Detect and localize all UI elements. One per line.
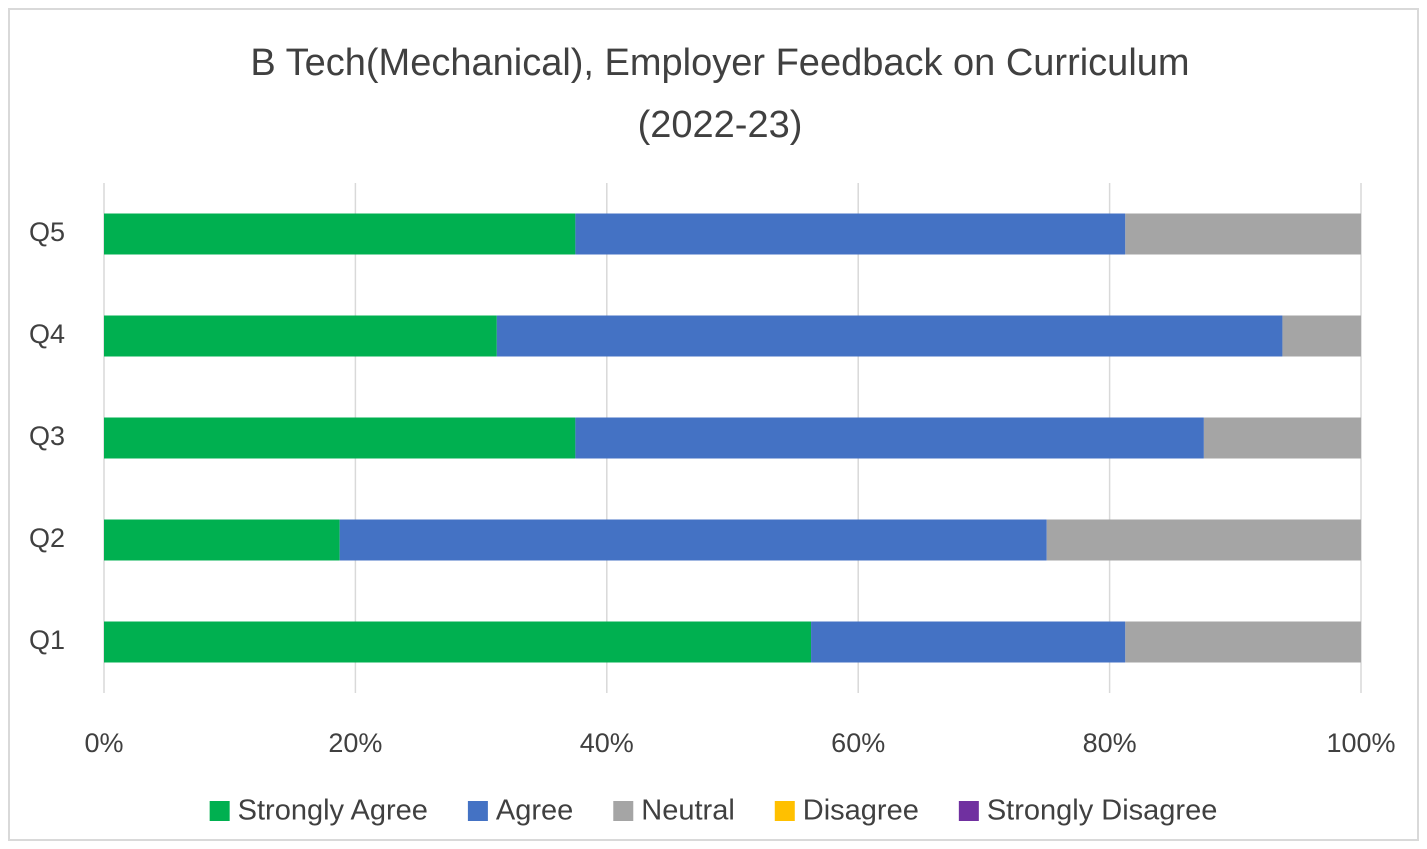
legend-label: Neutral bbox=[641, 795, 735, 827]
chart-title: (2022-23) bbox=[638, 104, 803, 146]
bar-segment bbox=[575, 213, 1126, 255]
legend-label: Disagree bbox=[803, 795, 919, 827]
legend-swatch bbox=[209, 801, 230, 821]
bar-segment bbox=[339, 519, 1047, 561]
x-tick-label: 100% bbox=[1326, 728, 1395, 758]
x-tick-label: 80% bbox=[1083, 728, 1137, 758]
legend-label: Strongly Disagree bbox=[987, 795, 1218, 827]
bar-segment bbox=[575, 417, 1204, 459]
legend-label: Agree bbox=[496, 795, 573, 827]
x-tick-label: 40% bbox=[580, 728, 634, 758]
legend-swatch bbox=[613, 801, 634, 821]
x-tick-label: 60% bbox=[831, 728, 885, 758]
x-tick-label: 0% bbox=[84, 728, 123, 758]
y-tick-label: Q1 bbox=[29, 625, 65, 655]
bar-segment bbox=[496, 315, 1283, 357]
bar-segment bbox=[1125, 621, 1361, 663]
legend-swatch bbox=[467, 801, 488, 821]
bar-segment bbox=[104, 213, 576, 255]
bar-segment bbox=[1125, 213, 1361, 255]
bar-segment bbox=[104, 315, 497, 357]
x-tick-label: 20% bbox=[328, 728, 382, 758]
y-tick-label: Q4 bbox=[29, 319, 65, 349]
bar-segment bbox=[104, 519, 340, 561]
y-tick-label: Q5 bbox=[29, 217, 65, 247]
bar-segment bbox=[1203, 417, 1361, 459]
legend-swatch bbox=[774, 801, 795, 821]
legend-swatch bbox=[958, 801, 979, 821]
bar-segment bbox=[104, 621, 812, 663]
bar-segment bbox=[1282, 315, 1361, 357]
bar-segment bbox=[811, 621, 1126, 663]
chart-title: B Tech(Mechanical), Employer Feedback on… bbox=[250, 42, 1189, 84]
y-tick-label: Q3 bbox=[29, 421, 65, 451]
legend-label: Strongly Agree bbox=[238, 795, 428, 827]
bar-segment bbox=[1046, 519, 1361, 561]
y-tick-label: Q2 bbox=[29, 523, 65, 553]
bar-segment bbox=[104, 417, 576, 459]
